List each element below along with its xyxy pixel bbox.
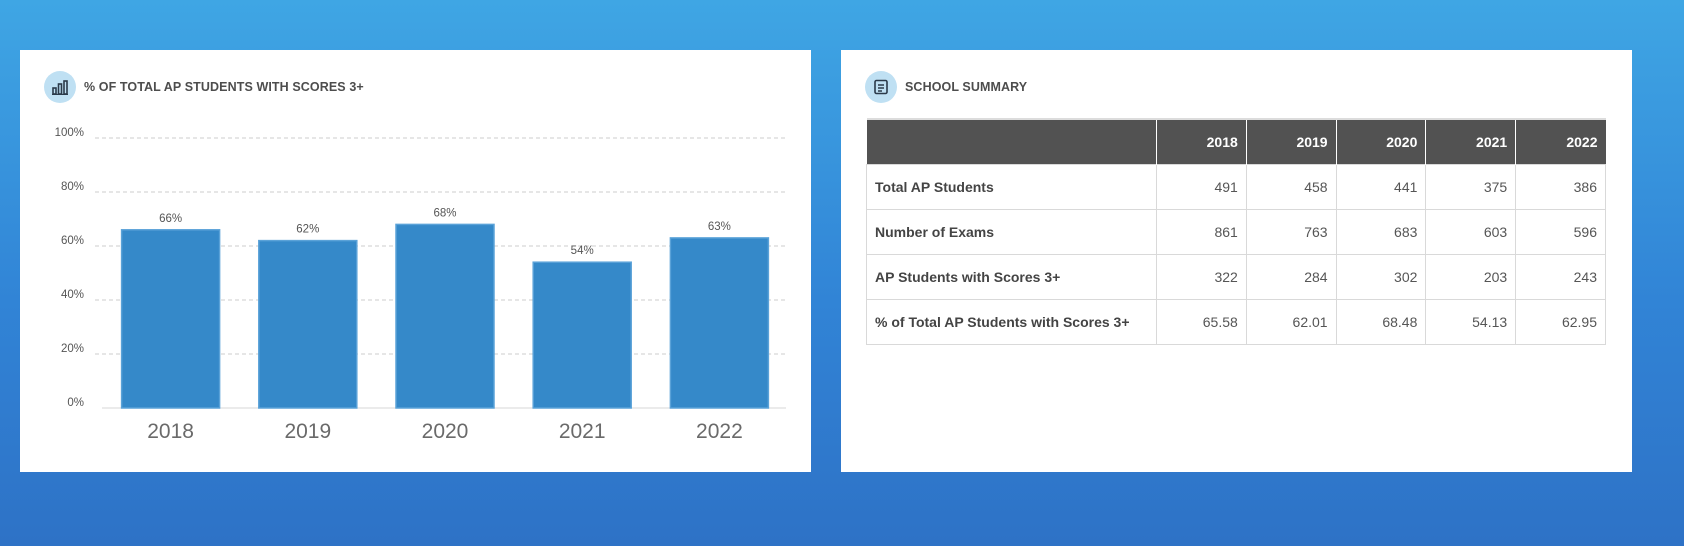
table-header-row: 2018 2019 2020 2021 2022 <box>866 118 1606 165</box>
row-label: Total AP Students <box>866 164 1157 210</box>
table-cell: 203 <box>1425 254 1517 300</box>
row-label: Number of Exams <box>866 209 1157 255</box>
table-cell: 62.01 <box>1245 299 1337 345</box>
summary-title: SCHOOL SUMMARY <box>905 80 1028 94</box>
table-cell: 763 <box>1245 209 1337 255</box>
table-cell: 683 <box>1335 209 1427 255</box>
table-cell: 284 <box>1245 254 1337 300</box>
y-tick-label: 20% <box>61 343 84 355</box>
bar-chart-icon <box>44 71 76 103</box>
table-cell: 375 <box>1425 164 1517 210</box>
bar-value-label: 66% <box>159 213 182 225</box>
y-tick-label: 60% <box>61 235 84 247</box>
x-category-label: 2018 <box>147 420 194 443</box>
x-category-label: 2019 <box>284 420 331 443</box>
document-icon <box>865 71 897 103</box>
table-header-cell: 2020 <box>1335 118 1426 165</box>
chart-card: % OF TOTAL AP STUDENTS WITH SCORES 3+ 0%… <box>20 50 811 472</box>
row-label: % of Total AP Students with Scores 3+ <box>866 299 1157 345</box>
bar <box>258 239 358 409</box>
table-row: AP Students with Scores 3+ 322 284 302 2… <box>866 254 1606 300</box>
table-cell: 322 <box>1156 254 1247 300</box>
table-cell: 243 <box>1515 254 1606 300</box>
y-tick-label: 100% <box>55 127 84 139</box>
bar-chart: 0% 20% 40% 60% 80% 100% 66% 2018 62% 2019 68% 2020 5… <box>55 127 786 443</box>
table-cell: 441 <box>1335 164 1427 210</box>
table-cell: 386 <box>1515 164 1606 210</box>
y-tick-label: 40% <box>61 289 84 301</box>
table-header-cell: 2018 <box>1156 118 1247 165</box>
table-row: % of Total AP Students with Scores 3+ 65… <box>866 299 1606 345</box>
table-cell: 596 <box>1515 209 1606 255</box>
y-tick-label: 0% <box>67 397 84 409</box>
x-category-label: 2022 <box>696 420 743 443</box>
table-row: Total AP Students 491 458 441 375 386 <box>866 164 1606 210</box>
bar <box>669 237 770 409</box>
bar-value-label: 62% <box>296 224 319 236</box>
bar-value-label: 54% <box>571 245 594 257</box>
bar-value-label: 68% <box>433 207 456 219</box>
row-label: AP Students with Scores 3+ <box>866 254 1157 300</box>
bar <box>120 229 221 409</box>
table-cell: 65.58 <box>1156 299 1247 345</box>
y-tick-label: 80% <box>61 181 84 193</box>
table-cell: 54.13 <box>1425 299 1517 345</box>
table-cell: 302 <box>1335 254 1427 300</box>
x-category-label: 2021 <box>559 420 606 443</box>
table-header-cell: 2021 <box>1425 118 1516 165</box>
bar <box>532 261 632 409</box>
table-row: Number of Exams 861 763 683 603 596 <box>866 209 1606 255</box>
x-category-label: 2020 <box>422 420 469 443</box>
summary-card: SCHOOL SUMMARY 2018 2019 2020 2021 2022 … <box>841 50 1632 472</box>
table-cell: 603 <box>1425 209 1517 255</box>
table-cell: 491 <box>1156 164 1247 210</box>
bar-value-label: 63% <box>708 221 731 233</box>
chart-title: % OF TOTAL AP STUDENTS WITH SCORES 3+ <box>84 80 364 94</box>
summary-table: 2018 2019 2020 2021 2022 Total AP Studen… <box>866 118 1606 345</box>
table-header-cell: 2022 <box>1515 118 1606 165</box>
table-cell: 68.48 <box>1335 299 1427 345</box>
chart-card-header: % OF TOTAL AP STUDENTS WITH SCORES 3+ <box>44 70 364 104</box>
table-cell: 62.95 <box>1515 299 1606 345</box>
table-cell: 458 <box>1245 164 1337 210</box>
summary-card-header: SCHOOL SUMMARY <box>865 70 1027 104</box>
table-header-cell: 2019 <box>1245 118 1337 165</box>
table-cell: 861 <box>1156 209 1247 255</box>
bar <box>395 223 495 409</box>
table-header-cell <box>866 118 1157 165</box>
